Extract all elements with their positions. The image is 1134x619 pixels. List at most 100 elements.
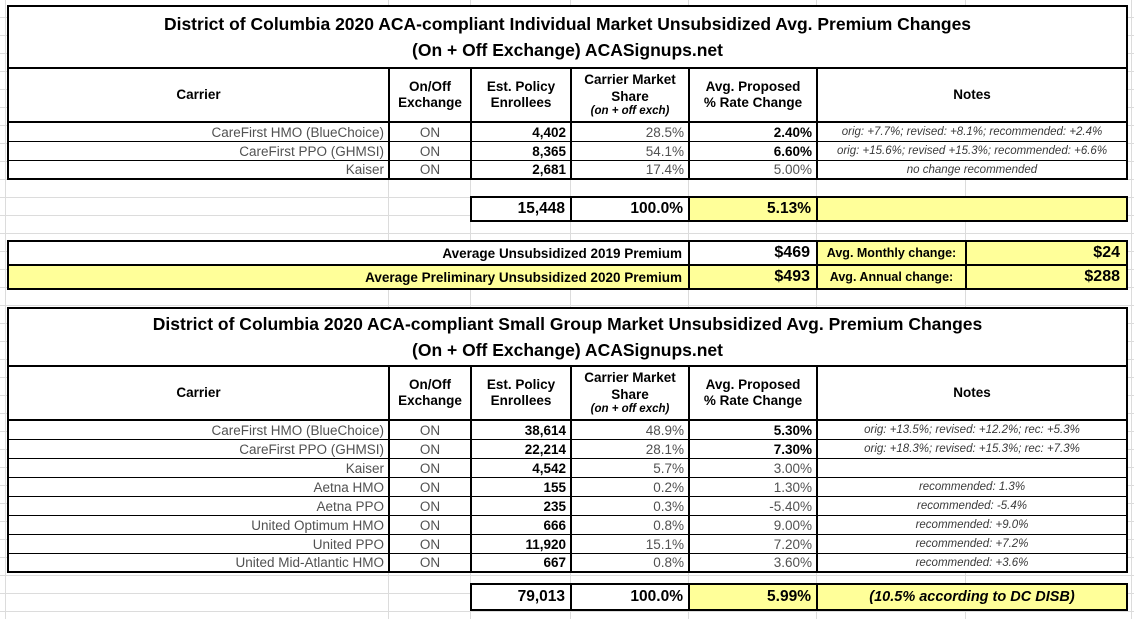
summary-label-cell[interactable]: Average Unsubsidized 2019 Premium: [442, 245, 682, 261]
exchange-cell[interactable]: ON: [388, 516, 470, 534]
carrier-cell[interactable]: United PPO: [312, 536, 384, 552]
exchange-cell[interactable]: ON: [388, 535, 470, 553]
share-cell[interactable]: 0.8%: [570, 516, 688, 534]
share-cell[interactable]: 17.4%: [570, 161, 688, 178]
share-cell[interactable]: 48.9%: [570, 421, 688, 439]
share-column-header[interactable]: Carrier Market Share (on + off exch): [570, 367, 688, 419]
total-enrollees-cell[interactable]: 15,448: [517, 200, 565, 217]
monthly-change-value-cell[interactable]: $24: [965, 242, 1126, 264]
rate-cell[interactable]: -5.40%: [688, 497, 816, 515]
exchange-cell[interactable]: ON: [388, 554, 470, 571]
share-column-header[interactable]: Carrier Market Share (on + off exch): [570, 69, 688, 121]
table-title[interactable]: District of Columbia 2020 ACA-compliant …: [9, 309, 1126, 367]
exchange-cell[interactable]: ON: [388, 459, 470, 477]
enrollees-column-header[interactable]: Est. Policy Enrollees: [470, 69, 570, 121]
notes-cell[interactable]: no change recommended: [816, 161, 1126, 178]
table-title-line1: District of Columbia 2020 ACA-compliant …: [152, 313, 983, 334]
rate-column-header[interactable]: Avg. Proposed % Rate Change: [688, 69, 816, 121]
rate-cell[interactable]: 3.00%: [688, 459, 816, 477]
share-cell[interactable]: 28.1%: [570, 440, 688, 458]
total-enrollees-cell[interactable]: 79,013: [517, 588, 565, 605]
rate-cell[interactable]: 1.30%: [688, 478, 816, 496]
notes-cell[interactable]: orig: +7.7%; revised: +8.1%; recommended…: [816, 123, 1126, 141]
carrier-cell[interactable]: Aetna PPO: [316, 498, 384, 514]
rate-column-header[interactable]: Avg. Proposed % Rate Change: [688, 367, 816, 419]
enrollees-cell[interactable]: 2,681: [470, 161, 570, 178]
share-cell[interactable]: 54.1%: [570, 142, 688, 160]
notes-cell[interactable]: orig: +13.5%; revised: +12.2%; rec: +5.3…: [816, 421, 1126, 439]
enrollees-cell[interactable]: 4,542: [470, 459, 570, 477]
exchange-column-header[interactable]: On/Off Exchange: [388, 367, 470, 419]
rate-cell[interactable]: 5.30%: [688, 421, 816, 439]
share-cell[interactable]: 0.8%: [570, 554, 688, 571]
share-cell[interactable]: 5.7%: [570, 459, 688, 477]
carrier-cell[interactable]: CareFirst PPO (GHMSI): [239, 143, 384, 159]
summary-label-cell[interactable]: Average Preliminary Unsubsidized 2020 Pr…: [9, 266, 688, 288]
enrollees-cell[interactable]: 666: [470, 516, 570, 534]
total-share-cell[interactable]: 100.0%: [570, 198, 688, 220]
enrollees-cell[interactable]: 155: [470, 478, 570, 496]
exchange-cell[interactable]: ON: [388, 421, 470, 439]
rate-cell[interactable]: 7.20%: [688, 535, 816, 553]
notes-cell[interactable]: recommended: -5.4%: [816, 497, 1126, 515]
carrier-cell[interactable]: United Optimum HMO: [251, 517, 384, 533]
rate-cell[interactable]: 7.30%: [688, 440, 816, 458]
share-cell[interactable]: 28.5%: [570, 123, 688, 141]
enrollees-cell[interactable]: 22,214: [470, 440, 570, 458]
table-title[interactable]: District of Columbia 2020 ACA-compliant …: [9, 7, 1126, 69]
rate-cell[interactable]: 9.00%: [688, 516, 816, 534]
exchange-column-header[interactable]: On/Off Exchange: [388, 69, 470, 121]
enrollees-cell[interactable]: 8,365: [470, 142, 570, 160]
total-notes-cell[interactable]: [816, 198, 1126, 220]
rate-cell[interactable]: 6.60%: [688, 142, 816, 160]
carrier-cell[interactable]: Aetna HMO: [313, 479, 384, 495]
share-cell[interactable]: 15.1%: [570, 535, 688, 553]
carrier-cell[interactable]: Kaiser: [345, 460, 384, 476]
carrier-column-header[interactable]: Carrier: [9, 367, 388, 419]
enrollees-cell[interactable]: 4,402: [470, 123, 570, 141]
carrier-cell[interactable]: CareFirst HMO (BlueChoice): [211, 124, 384, 140]
individual-market-table: District of Columbia 2020 ACA-compliant …: [7, 5, 1128, 180]
total-notes-cell[interactable]: (10.5% according to DC DISB): [816, 585, 1126, 609]
enrollees-cell[interactable]: 667: [470, 554, 570, 571]
summary-value-cell[interactable]: $469: [688, 242, 816, 264]
rate-cell[interactable]: 5.00%: [688, 161, 816, 178]
carrier-cell[interactable]: CareFirst HMO (BlueChoice): [211, 422, 384, 438]
carrier-cell[interactable]: CareFirst PPO (GHMSI): [239, 441, 384, 457]
notes-column-header[interactable]: Notes: [816, 367, 1126, 419]
exchange-cell[interactable]: ON: [388, 123, 470, 141]
carrier-cell[interactable]: Kaiser: [345, 162, 384, 177]
enrollees-column-header[interactable]: Est. Policy Enrollees: [470, 367, 570, 419]
annual-change-value-cell[interactable]: $288: [965, 266, 1126, 288]
notes-cell[interactable]: recommended: 1.3%: [816, 478, 1126, 496]
enrollees-cell[interactable]: 235: [470, 497, 570, 515]
total-share-cell[interactable]: 100.0%: [570, 585, 688, 609]
notes-cell[interactable]: recommended: +3.6%: [816, 554, 1126, 571]
rate-cell[interactable]: 3.60%: [688, 554, 816, 571]
share-cell[interactable]: 0.2%: [570, 478, 688, 496]
total-rate-cell[interactable]: 5.99%: [688, 585, 816, 609]
summary-value-cell[interactable]: $493: [688, 266, 816, 288]
notes-cell[interactable]: recommended: +7.2%: [816, 535, 1126, 553]
notes-cell[interactable]: [816, 459, 1126, 477]
notes-cell[interactable]: orig: +18.3%; revised: +15.3%; rec: +7.3…: [816, 440, 1126, 458]
share-cell[interactable]: 0.3%: [570, 497, 688, 515]
exchange-cell[interactable]: ON: [388, 440, 470, 458]
enrollees-cell[interactable]: 11,920: [470, 535, 570, 553]
carrier-cell[interactable]: United Mid-Atlantic HMO: [235, 555, 384, 570]
table-row: Aetna PPO ON 235 0.3% -5.40% recommended: -5.…: [9, 497, 1126, 516]
carrier-column-header[interactable]: Carrier: [9, 69, 388, 121]
notes-cell[interactable]: orig: +15.6%; revised +15.3%; recommende…: [816, 142, 1126, 160]
monthly-change-label-cell[interactable]: Avg. Monthly change:: [816, 242, 965, 264]
total-rate-cell[interactable]: 5.13%: [688, 198, 816, 220]
exchange-cell[interactable]: ON: [388, 497, 470, 515]
exchange-cell[interactable]: ON: [388, 161, 470, 178]
notes-cell[interactable]: recommended: +9.0%: [816, 516, 1126, 534]
notes-column-header[interactable]: Notes: [816, 69, 1126, 121]
enrollees-cell[interactable]: 38,614: [470, 421, 570, 439]
header-row: Carrier On/Off Exchange Est. Policy Enro…: [9, 69, 1126, 123]
exchange-cell[interactable]: ON: [388, 142, 470, 160]
rate-cell[interactable]: 2.40%: [688, 123, 816, 141]
exchange-cell[interactable]: ON: [388, 478, 470, 496]
annual-change-label-cell[interactable]: Avg. Annual change:: [816, 266, 965, 288]
